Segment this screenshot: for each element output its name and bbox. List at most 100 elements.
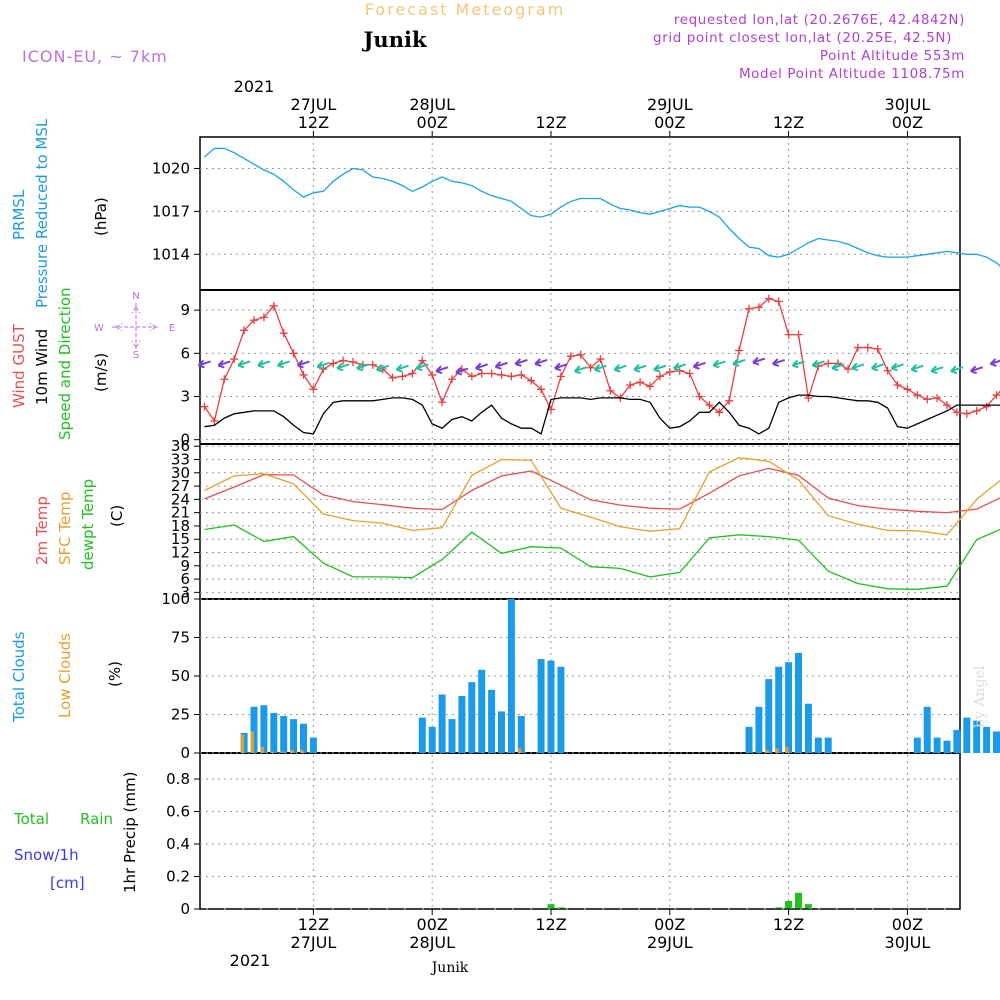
compass-rose: N S W E: [94, 291, 175, 361]
y-tick-label: 33: [171, 451, 190, 469]
total-cloud-bar: [745, 726, 753, 753]
y-tick-label: 6: [180, 344, 190, 362]
wind-arrow-icon: [514, 358, 528, 367]
time-label-date: 28JUL: [409, 933, 455, 952]
wind-arrow-icon: [336, 362, 350, 372]
gust-label: Wind GUST: [10, 323, 28, 408]
gust-marker: [259, 313, 268, 322]
total-cloud-bar: [260, 705, 268, 753]
gust-marker: [764, 294, 773, 303]
gust-marker: [299, 370, 308, 379]
y-tick-label: 0.4: [166, 835, 190, 853]
gust-marker: [418, 356, 427, 365]
gust-marker: [527, 376, 536, 385]
gust-marker: [497, 370, 506, 379]
gust-marker: [913, 391, 922, 400]
wind-arrow-icon: [494, 361, 508, 370]
dewpt-line: [204, 524, 1000, 590]
gust-marker: [269, 301, 278, 310]
y-tick-label: 1017: [152, 202, 190, 220]
gust-marker: [309, 385, 318, 394]
pressure-label-long: Pressure Reduced to MSL: [33, 118, 51, 308]
gust-marker: [596, 355, 605, 364]
gust-marker: [824, 359, 833, 368]
compass-e: E: [169, 323, 175, 334]
gust-marker: [388, 373, 397, 382]
wind-arrow-icon: [573, 365, 588, 375]
wind-arrow-icon: [296, 359, 310, 369]
gust-marker: [685, 369, 694, 378]
total-cloud-bar: [448, 719, 456, 753]
total-cloud-bar: [428, 726, 436, 753]
point-altitude: Point Altitude 553m: [820, 48, 965, 64]
total-cloud-bar: [973, 720, 981, 753]
gust-marker: [349, 357, 357, 366]
time-label-hour: 12Z: [773, 113, 804, 132]
gust-marker: [774, 297, 783, 306]
y-tick-label: 0.2: [166, 868, 190, 886]
gust-marker: [972, 406, 981, 415]
total-cloud-bar: [814, 737, 822, 753]
model-altitude: Model Point Altitude 1108.75m: [739, 66, 965, 82]
time-label-hour: 12Z: [298, 915, 329, 934]
y-tick-label: 1020: [152, 159, 190, 177]
total-cloud-bar: [507, 599, 515, 753]
y-tick-label: 25: [171, 706, 190, 724]
y-tick-label: 3: [180, 388, 190, 406]
y-tick-label: 0: [180, 744, 190, 762]
wind-arrow-icon: [910, 364, 924, 373]
total-cloud-bar: [983, 726, 991, 753]
gust-marker: [675, 366, 684, 375]
wind-arrow-icon: [237, 359, 251, 369]
y-tick-label: 9: [180, 557, 190, 575]
y-tick-label: 75: [171, 629, 190, 647]
compass-cross-icon: [112, 303, 160, 350]
y-tick-label: 27: [171, 477, 190, 495]
wind-arrow-icon: [276, 359, 291, 369]
gust-marker: [745, 304, 753, 313]
time-label-date: 27JUL: [291, 95, 337, 114]
clouds-panel: 0 25 50 75 100: [161, 590, 1000, 762]
wind-arrow-icon: [593, 364, 607, 373]
low-cloud-bar: [280, 751, 284, 753]
rain-bar: [557, 907, 565, 909]
gust-marker: [339, 356, 348, 365]
gridpoint-coords: grid point closest lon,lat (20.25E, 42.5…: [653, 30, 952, 46]
total-cloud-bar: [785, 662, 793, 753]
gust-marker: [735, 346, 744, 355]
gust-marker: [250, 316, 258, 325]
total-cloud-bar: [309, 737, 317, 753]
gust-marker: [289, 349, 298, 358]
gust-marker: [487, 369, 496, 378]
y-tick-label: 6: [180, 570, 190, 588]
low-clouds-label: Low Clouds: [56, 633, 74, 718]
gust-line: [203, 297, 1000, 423]
y-tick-label: 9: [180, 301, 190, 319]
total-cloud-bar: [755, 706, 763, 753]
sfc-temp-label: SFC Temp: [56, 492, 74, 565]
total-cloud-bar: [993, 731, 1000, 753]
wind-arrow-icon: [930, 365, 944, 375]
sfc-temp-line: [204, 457, 1000, 536]
low-cloud-bar: [517, 748, 522, 753]
y-tick-label: 24: [171, 490, 190, 508]
pressure-label-short: PRMSL: [10, 189, 28, 240]
gust-marker: [784, 330, 793, 339]
gust-marker: [576, 350, 585, 359]
gust-marker: [725, 396, 734, 405]
gust-marker: [398, 372, 407, 381]
gust-marker: [428, 370, 437, 379]
gust-marker: [566, 352, 575, 361]
time-label-hour: 00Z: [892, 113, 923, 132]
temp2m-label: 2m Temp: [33, 496, 51, 565]
time-label-hour: 00Z: [654, 113, 685, 132]
wind-arrow-icon: [752, 356, 766, 366]
gust-marker: [467, 372, 476, 381]
low-cloud-bar: [765, 749, 769, 753]
precip-axis-label: 1hr Precip (mm): [121, 772, 139, 893]
gust-marker: [329, 359, 338, 368]
total-cloud-bar: [488, 689, 496, 753]
